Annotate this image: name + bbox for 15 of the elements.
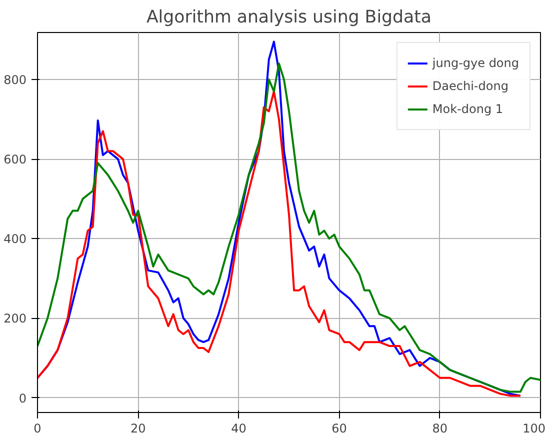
x-tick-label: 80	[432, 422, 448, 436]
y-tick-label: 800	[4, 72, 26, 87]
x-tick-label: 100	[522, 422, 546, 436]
y-tick-label: 600	[4, 152, 26, 167]
legend-label: Mok-dong 1	[432, 102, 504, 116]
y-tick-label: 400	[4, 232, 26, 246]
x-tick-label: 0	[34, 422, 42, 436]
y-tick-label: 200	[4, 312, 26, 326]
chart-title: Algorithm analysis using Bigdata	[146, 8, 432, 28]
x-tick-label: 20	[130, 422, 146, 436]
y-tick-label: 0	[18, 391, 27, 406]
legend-label: Daechi-dong	[432, 79, 508, 93]
x-tick-label: 60	[332, 422, 347, 436]
legend-label: jung-gye dong	[432, 56, 519, 70]
x-tick-label: 40	[231, 422, 246, 436]
